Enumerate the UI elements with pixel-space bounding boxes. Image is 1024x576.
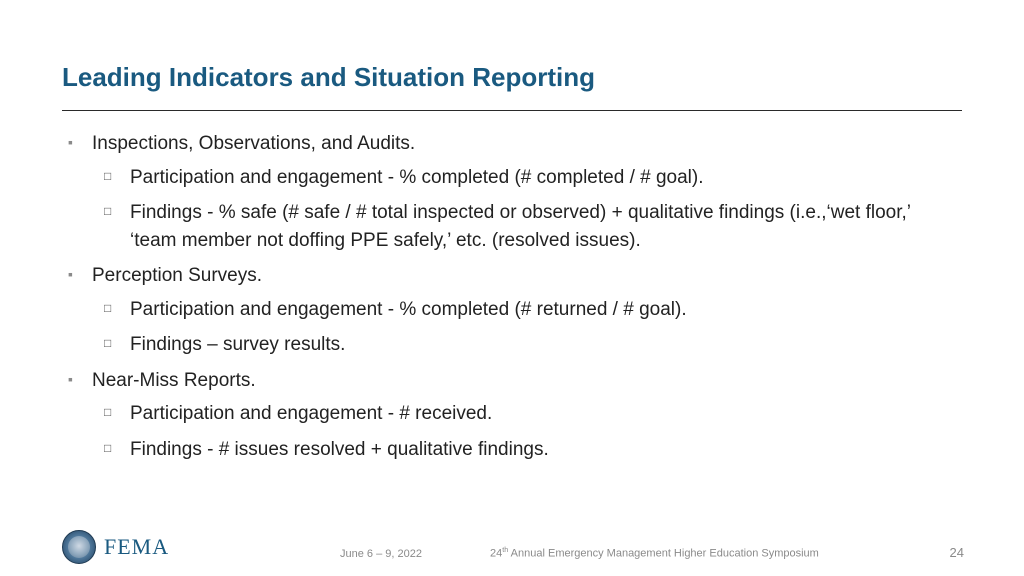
dhs-seal-icon (62, 530, 96, 564)
bullet-text: Perception Surveys. (92, 265, 262, 286)
bullet-item: Inspections, Observations, and Audits. P… (92, 130, 962, 254)
sub-bullet-text: Findings – survey results. (130, 334, 345, 355)
sub-bullet-item: Participation and engagement - # receive… (130, 400, 962, 428)
sub-bullet-text: Participation and engagement - % complet… (130, 299, 687, 320)
sub-bullet-list: Participation and engagement - % complet… (92, 164, 962, 255)
sub-bullet-item: Findings – survey results. (130, 331, 962, 359)
sub-bullet-item: Findings - # issues resolved + qualitati… (130, 436, 962, 464)
bullet-item: Perception Surveys. Participation and en… (92, 262, 962, 359)
slide: Leading Indicators and Situation Reporti… (0, 0, 1024, 576)
title-rule (62, 110, 962, 111)
footer-event-rest: Annual Emergency Management Higher Educa… (508, 548, 819, 560)
sub-bullet-text: Findings - # issues resolved + qualitati… (130, 439, 549, 460)
bullet-text: Near-Miss Reports. (92, 370, 256, 391)
fema-logo: FEMA (62, 530, 169, 564)
footer-event: 24th Annual Emergency Management Higher … (490, 546, 819, 560)
sub-bullet-text: Findings - % safe (# safe / # total insp… (130, 202, 910, 251)
bullet-item: Near-Miss Reports. Participation and eng… (92, 367, 962, 464)
fema-wordmark: FEMA (104, 534, 169, 560)
sub-bullet-item: Participation and engagement - % complet… (130, 164, 962, 192)
sub-bullet-text: Participation and engagement - % complet… (130, 167, 704, 188)
bullet-list: Inspections, Observations, and Audits. P… (62, 130, 962, 463)
footer-page-number: 24 (950, 545, 964, 560)
bullet-text: Inspections, Observations, and Audits. (92, 133, 415, 154)
sub-bullet-item: Findings - % safe (# safe / # total insp… (130, 199, 962, 254)
slide-footer: FEMA June 6 – 9, 2022 24th Annual Emerge… (0, 526, 1024, 576)
sub-bullet-list: Participation and engagement - % complet… (92, 296, 962, 359)
sub-bullet-list: Participation and engagement - # receive… (92, 400, 962, 463)
sub-bullet-item: Participation and engagement - % complet… (130, 296, 962, 324)
footer-date: June 6 – 9, 2022 (340, 548, 422, 560)
slide-body: Inspections, Observations, and Audits. P… (62, 130, 962, 471)
footer-event-prefix: 24 (490, 548, 502, 560)
sub-bullet-text: Participation and engagement - # receive… (130, 403, 492, 424)
slide-title: Leading Indicators and Situation Reporti… (62, 62, 595, 93)
